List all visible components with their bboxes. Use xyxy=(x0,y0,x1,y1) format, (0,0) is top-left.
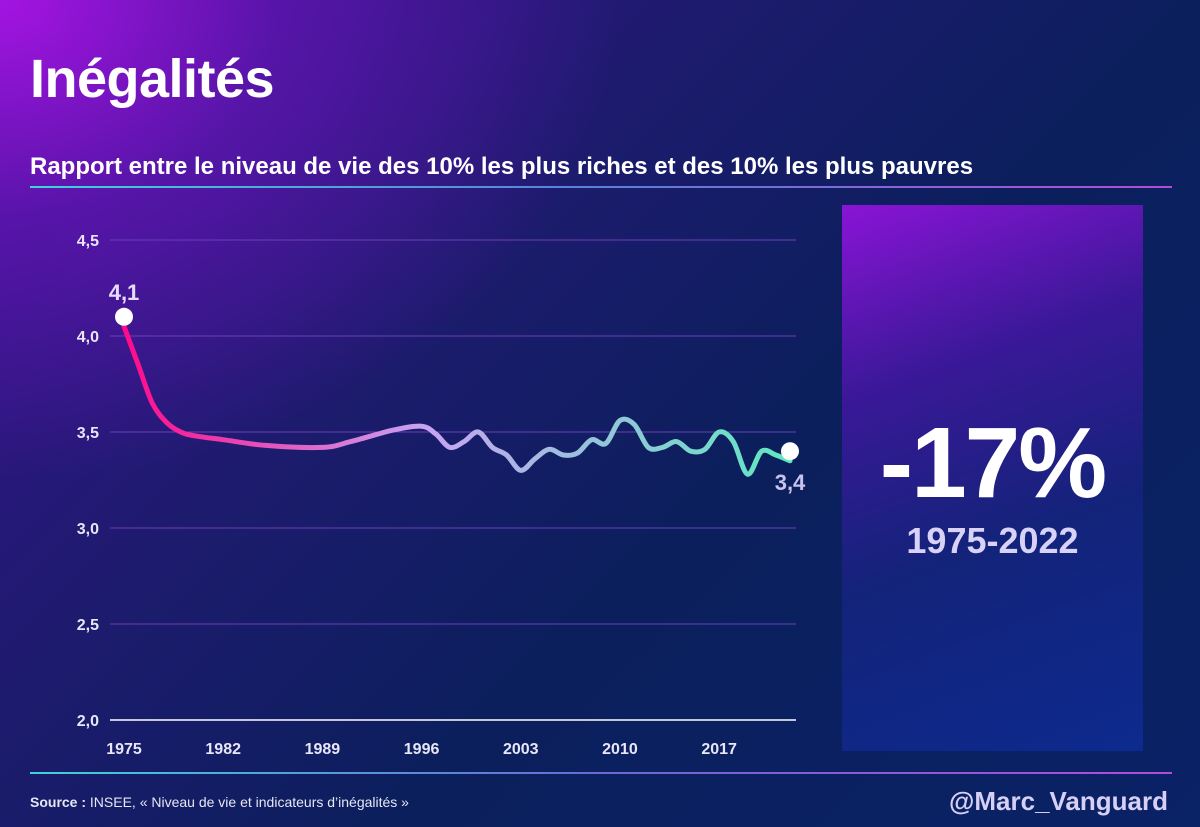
author-handle: @Marc_Vanguard xyxy=(949,786,1168,816)
chart-subtitle: Rapport entre le niveau de vie des 10% l… xyxy=(30,153,974,180)
page-title: Inégalités xyxy=(30,49,275,109)
x-tick-label: 2003 xyxy=(503,741,539,758)
y-tick-label: 3,5 xyxy=(77,425,99,442)
grid-lines xyxy=(110,239,796,721)
data-label: 3,4 xyxy=(775,470,806,495)
highlight-panel: -17% 1975-2022 xyxy=(842,205,1143,751)
x-tick-label: 1975 xyxy=(106,741,142,758)
change-period: 1975-2022 xyxy=(906,520,1079,561)
y-tick-label: 4,0 xyxy=(77,329,99,346)
x-tick-label: 2017 xyxy=(701,741,737,758)
data-label: 4,1 xyxy=(109,280,140,305)
top-divider xyxy=(30,186,1172,188)
x-tick-label: 1989 xyxy=(305,741,341,758)
series-line xyxy=(121,323,793,477)
x-tick-label: 2010 xyxy=(602,741,638,758)
point-marker xyxy=(781,442,799,461)
x-axis-ticks: 1975 1982 1989 1996 2003 2010 2017 xyxy=(106,741,737,758)
source-note: Source : INSEE, « Niveau de vie et indic… xyxy=(30,795,409,809)
line-chart: 2,0 2,5 3,0 3,5 4,0 4,5 1975 1982 1989 1996 2003 2… xyxy=(77,233,806,758)
y-axis-ticks: 2,0 2,5 3,0 3,5 4,0 4,5 xyxy=(77,233,99,730)
bottom-divider xyxy=(30,772,1172,774)
source-label: Source : xyxy=(30,794,87,810)
series-line-group xyxy=(121,323,793,477)
annotations: 4,1 3,4 xyxy=(109,280,806,495)
x-tick-label: 1996 xyxy=(404,741,440,758)
point-marker xyxy=(115,307,133,326)
y-tick-label: 2,5 xyxy=(77,617,99,634)
y-tick-label: 2,0 xyxy=(77,713,99,730)
change-value: -17% xyxy=(879,407,1107,519)
source-text: INSEE, « Niveau de vie et indicateurs d’… xyxy=(86,794,409,810)
y-tick-label: 3,0 xyxy=(77,521,99,538)
x-tick-label: 1982 xyxy=(205,741,241,758)
y-tick-label: 4,5 xyxy=(77,233,99,250)
